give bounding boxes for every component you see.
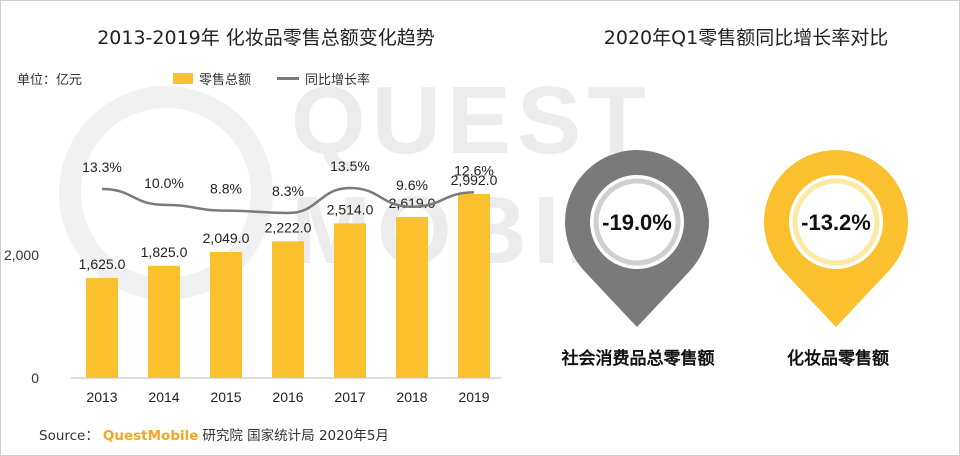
legend-bar-swatch — [173, 73, 193, 84]
growth-value-label: 8.3% — [272, 183, 304, 199]
source-rest: 研究院 国家统计局 2020年5月 — [202, 428, 389, 444]
pin-label-retail: 社会消费品总零售额 — [561, 349, 715, 369]
pin-marker: -13.2% — [764, 150, 908, 327]
pin-marker: -19.0% — [565, 149, 709, 327]
y-tick-label: 0 — [31, 370, 39, 386]
x-tick-label: 2014 — [148, 389, 179, 405]
bar — [148, 265, 180, 378]
bar — [272, 241, 304, 378]
x-tick-label: 2018 — [396, 389, 427, 405]
y-tick-label: 2,000 — [4, 247, 39, 263]
legend-line-label: 同比增长率 — [305, 73, 371, 88]
growth-value-label: 8.8% — [210, 181, 242, 197]
pin-inner-ring — [792, 178, 880, 266]
left-chart-title: 2013-2019年 化妆品零售总额变化趋势 — [97, 27, 435, 49]
right-chart-title: 2020年Q1零售额同比增长率对比 — [603, 27, 889, 49]
bar-value-label: 2,514.0 — [327, 201, 374, 217]
source-prefix: Source： — [39, 428, 99, 444]
legend: 零售总额 同比增长率 — [173, 69, 370, 88]
legend-bar-label: 零售总额 — [199, 73, 252, 88]
bar-value-label: 1,625.0 — [79, 256, 126, 272]
bar — [396, 216, 428, 378]
bar — [458, 193, 490, 378]
bar — [86, 278, 118, 378]
growth-line — [101, 186, 475, 215]
growth-value-label: 13.3% — [82, 159, 122, 175]
bar-value-label: 1,825.0 — [141, 244, 188, 260]
source-brand: QuestMobile — [102, 428, 199, 444]
bar-value-label: 2,222.0 — [265, 219, 312, 235]
unit-label: 单位：亿元 — [17, 73, 83, 88]
bar-value-label: 2,049.0 — [203, 230, 250, 246]
bar-value-label: 2,992.0 — [451, 172, 498, 188]
pin-hole — [789, 175, 883, 269]
growth-value-label: 9.6% — [396, 177, 428, 193]
bar — [334, 223, 366, 378]
growth-value-label: 13.5% — [330, 158, 370, 174]
pin-hole — [590, 175, 684, 269]
bar — [210, 251, 242, 378]
x-tick-label: 2019 — [458, 389, 489, 405]
legend-line-swatch — [277, 77, 300, 80]
x-tick-label: 2015 — [210, 389, 241, 405]
pin-value-label: -13.2% — [801, 210, 871, 235]
pin-value-label: -19.0% — [602, 210, 672, 235]
x-tick-label: 2017 — [334, 389, 365, 405]
bar-line-chart: 0 2,000 1,625.0 2013 1,825.0 2014 2,049.0 2015 2… — [4, 158, 501, 405]
growth-value-label: 10.0% — [144, 175, 184, 191]
growth-value-label: 12.6% — [454, 162, 494, 178]
x-tick-label: 2013 — [86, 389, 117, 405]
x-tick-label: 2016 — [272, 389, 303, 405]
pin-label-cosmetics: 化妆品零售额 — [787, 349, 889, 369]
source-note: Source： QuestMobile 研究院 国家统计局 2020年5月 — [39, 424, 389, 444]
pin-inner-ring — [593, 178, 681, 266]
